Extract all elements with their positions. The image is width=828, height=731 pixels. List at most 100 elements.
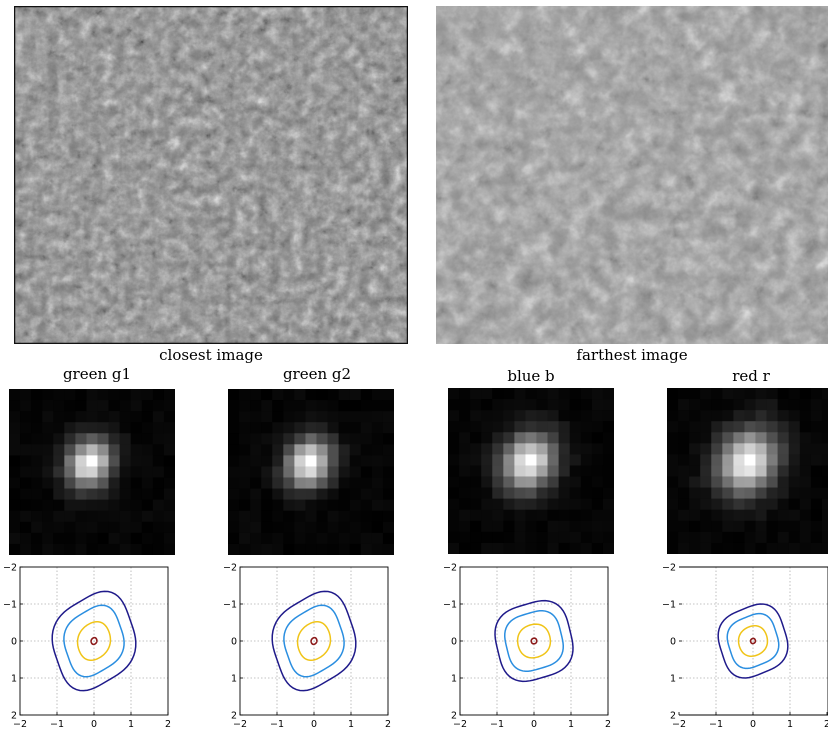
psf-pixel: [31, 521, 43, 534]
psf-pixel: [591, 421, 604, 433]
psf-pixel: [316, 466, 328, 478]
psf-pixel: [689, 476, 701, 488]
psf-pixel: [250, 466, 262, 478]
psf-pixel: [536, 388, 548, 400]
psf-pixel: [744, 432, 756, 444]
psf-pixel: [272, 400, 284, 412]
psf-pixel: [547, 498, 559, 510]
psf-pixel: [360, 400, 373, 412]
psf-pixel: [228, 444, 240, 456]
psf-pixel: [799, 388, 812, 400]
psf-pixel: [821, 542, 828, 554]
psf-pixel: [360, 389, 373, 401]
psf-pixel: [667, 509, 679, 522]
psf-pixel: [130, 455, 143, 467]
psf-pixel: [711, 520, 723, 533]
psf-pixel: [667, 388, 679, 400]
psf-pixel: [448, 509, 460, 522]
psf-pixel: [305, 422, 317, 434]
psf-pixel: [64, 433, 76, 445]
psf-pixel: [536, 520, 548, 533]
psf-pixel: [64, 477, 76, 489]
psf-pixel: [86, 510, 98, 523]
psf-pixel: [580, 443, 593, 455]
psf-pixel: [536, 487, 548, 499]
psf-pixel: [503, 487, 515, 499]
psf-pixel: [722, 443, 734, 455]
psf-pixel: [733, 388, 745, 400]
psf-pixel: [75, 488, 87, 500]
psf-pixel: [722, 454, 734, 466]
psf-pixel: [777, 454, 789, 466]
psf-pixel: [360, 422, 373, 434]
psf-pixel: [283, 455, 295, 467]
psf-pixel: [766, 476, 778, 488]
y-tick-label: −2: [662, 563, 676, 574]
psf-pixel: [9, 477, 21, 489]
psf-pixel: [525, 498, 537, 510]
x-tick-label: 2: [385, 719, 391, 730]
psf-pixel: [700, 476, 712, 488]
psf-pixel: [503, 388, 515, 400]
psf-pixel: [75, 389, 87, 401]
y-tick-label: −1: [3, 600, 17, 611]
psf-pixel: [316, 444, 328, 456]
psf-pixel: [42, 389, 54, 401]
psf-pixel: [678, 454, 690, 466]
psf-pixel: [338, 499, 350, 511]
psf-pixel: [261, 466, 273, 478]
psf-pixel: [338, 422, 350, 434]
psf-pixel: [163, 444, 175, 456]
psf-pixel: [744, 443, 756, 455]
psf-pixel: [64, 411, 76, 423]
psf-pixel: [382, 400, 394, 412]
psf-pixel: [86, 433, 98, 445]
psf-pixel: [821, 476, 828, 488]
psf-pixel: [459, 520, 471, 533]
psf-pixel: [272, 499, 284, 511]
psf-pixel: [700, 487, 712, 499]
psf-pixel: [371, 422, 384, 434]
psf-pixel: [733, 454, 745, 466]
psf-pixel: [360, 521, 373, 534]
psf-pixel: [558, 476, 570, 488]
psf-pixel: [700, 432, 712, 444]
psf-pixel: [239, 466, 251, 478]
psf-pixel: [86, 422, 98, 434]
psf-pixel: [459, 410, 471, 422]
psf-pixel: [514, 531, 526, 544]
psf-pixel: [239, 400, 251, 412]
psf-pixel: [678, 443, 690, 455]
psf-pixel: [228, 521, 240, 534]
psf-heatmap-green-g1: [9, 389, 175, 555]
psf-pixel: [459, 432, 471, 444]
psf-pixel: [536, 432, 548, 444]
psf-pixel: [20, 543, 32, 555]
psf-pixel: [316, 411, 328, 423]
psf-pixel: [470, 520, 482, 533]
psf-pixel: [152, 488, 165, 500]
psf-pixel: [86, 477, 98, 489]
psf-pixel: [744, 520, 756, 533]
psf-pixel: [283, 521, 295, 534]
psf-pixel: [130, 422, 143, 434]
psf-pixel: [108, 477, 120, 489]
psf-pixel: [75, 521, 87, 534]
psf-heatmap-blue-b: [448, 388, 614, 554]
psf-pixel: [228, 510, 240, 523]
psf-pixel: [700, 520, 712, 533]
psf-pixel: [766, 421, 778, 433]
psf-pixel: [272, 488, 284, 500]
psf-pixel: [294, 532, 306, 545]
psf-pixel: [766, 432, 778, 444]
psf-pixel: [810, 410, 823, 422]
psf-pixel: [810, 509, 823, 522]
psf-pixel: [360, 433, 373, 445]
psf-pixel: [678, 410, 690, 422]
psf-pixel: [294, 422, 306, 434]
psf-pixel: [31, 499, 43, 511]
psf-pixel: [448, 542, 460, 554]
psf-pixel: [163, 455, 175, 467]
psf-pixel: [470, 465, 482, 477]
psf-pixel: [459, 421, 471, 433]
